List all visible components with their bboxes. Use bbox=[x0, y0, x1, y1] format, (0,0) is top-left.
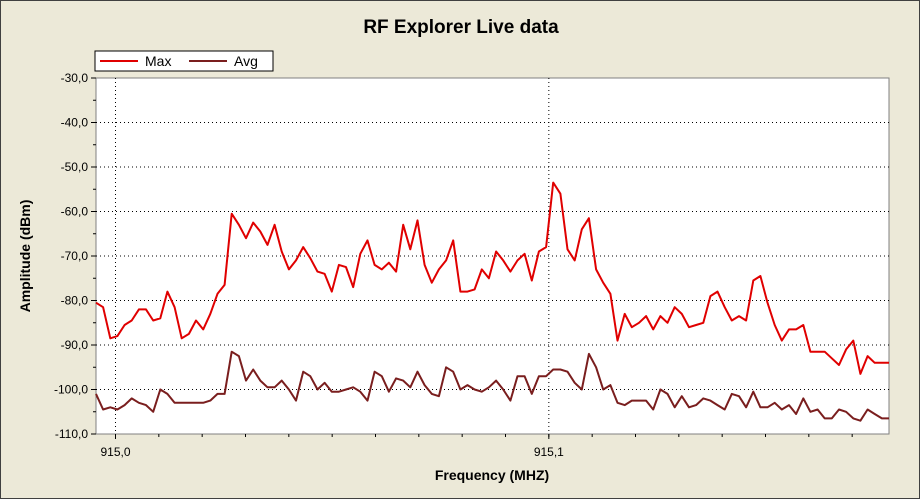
series-lines bbox=[95, 181, 889, 422]
y-tick-label: -50,0 bbox=[61, 160, 89, 174]
series-line-max bbox=[95, 181, 889, 375]
y-tick-label: -30,0 bbox=[61, 71, 89, 85]
chart-title: RF Explorer Live data bbox=[363, 17, 559, 38]
legend-box bbox=[94, 50, 274, 72]
y-tick-label: -80,0 bbox=[61, 294, 89, 308]
legend-label-max: Max bbox=[145, 53, 171, 69]
legend: Max Avg bbox=[94, 50, 274, 72]
x-axis-ticks: 915,0 915,1 bbox=[100, 434, 853, 459]
y-tick-label: -60,0 bbox=[61, 205, 89, 219]
y-tick-label: -90,0 bbox=[61, 338, 89, 352]
y-tick-label: -40,0 bbox=[61, 116, 89, 130]
legend-label-avg: Avg bbox=[234, 53, 258, 69]
x-tick-label: 915,0 bbox=[100, 445, 130, 459]
series-line-avg bbox=[95, 350, 889, 422]
y-tick-label: -70,0 bbox=[61, 249, 89, 263]
y-axis-ticks: -30,0 -40,0 -50,0 -60,0 -70,0 -80,0 -90,0 -100,… bbox=[54, 71, 96, 441]
x-tick-label: 915,1 bbox=[534, 445, 564, 459]
y-axis-label: Amplitude (dBm) bbox=[17, 200, 33, 313]
y-tick-label: -100,0 bbox=[54, 383, 88, 397]
x-axis-label: Frequency (MHZ) bbox=[435, 467, 549, 483]
y-tick-label: -110,0 bbox=[55, 427, 88, 441]
